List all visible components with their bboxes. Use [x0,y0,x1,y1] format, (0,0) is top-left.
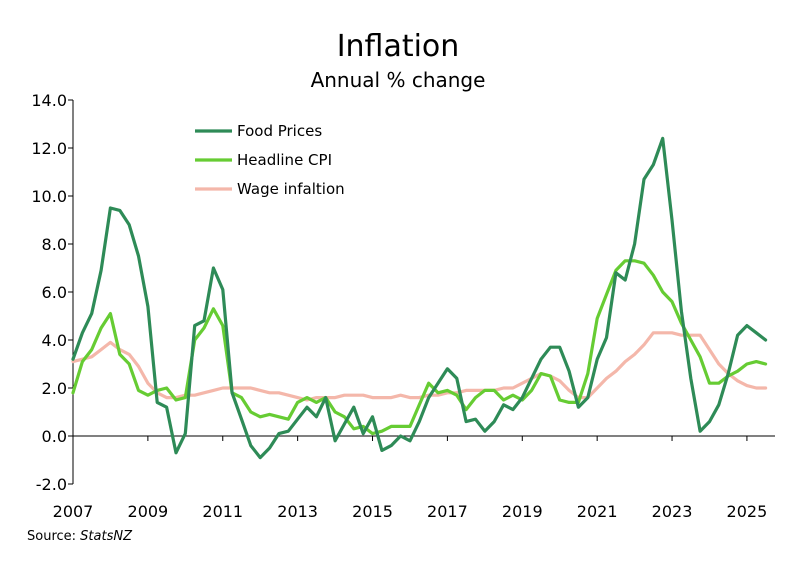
chart-title: Inflation [337,29,460,64]
x-tick-label: 2017 [427,502,468,521]
source-prefix: Source: [27,529,81,544]
series-line-headline-cpi [71,259,768,436]
y-tick-label: 2.0 [42,379,67,398]
legend-label: Headline CPI [237,151,332,169]
x-tick-label: 2023 [652,502,693,521]
x-tick-label: 2019 [502,502,543,521]
x-tick-label: 2021 [577,502,618,521]
series-layer [71,136,768,460]
source-note: Source: StatsNZ [27,529,132,544]
legend-label: Food Prices [237,122,322,140]
y-tick-label: 8.0 [42,235,67,254]
source-name: StatsNZ [80,529,132,544]
y-tick-label: 4.0 [42,331,67,350]
series-line-wage-infaltion [71,331,768,402]
x-tick-label: 2015 [352,502,393,521]
series-line-food-prices [71,136,768,460]
legend-label: Wage infaltion [237,180,345,198]
x-tick-label: 2007 [53,502,94,521]
y-tick-label: 10.0 [31,187,67,206]
y-tick-label: 14.0 [31,91,67,110]
x-tick-label: 2025 [727,502,768,521]
x-tick-label: 2011 [202,502,243,521]
y-tick-label: 0.0 [42,427,67,446]
y-tick-label: 6.0 [42,283,67,302]
chart-subtitle: Annual % change [311,68,486,92]
y-tick-label: -2.0 [36,475,67,494]
y-tick-label: 12.0 [31,139,67,158]
x-tick-label: 2013 [277,502,318,521]
x-axis: 2007 2009 2011 2013 2015 2017 2019 2021 2023 2025 [53,435,775,521]
y-axis: -2.0 0.0 2.0 4.0 6.0 8.0 10.0 12.0 14.0 [31,91,74,494]
x-tick-label: 2009 [128,502,169,521]
legend: Food Prices Headline CPI Wage infaltion [195,122,345,198]
